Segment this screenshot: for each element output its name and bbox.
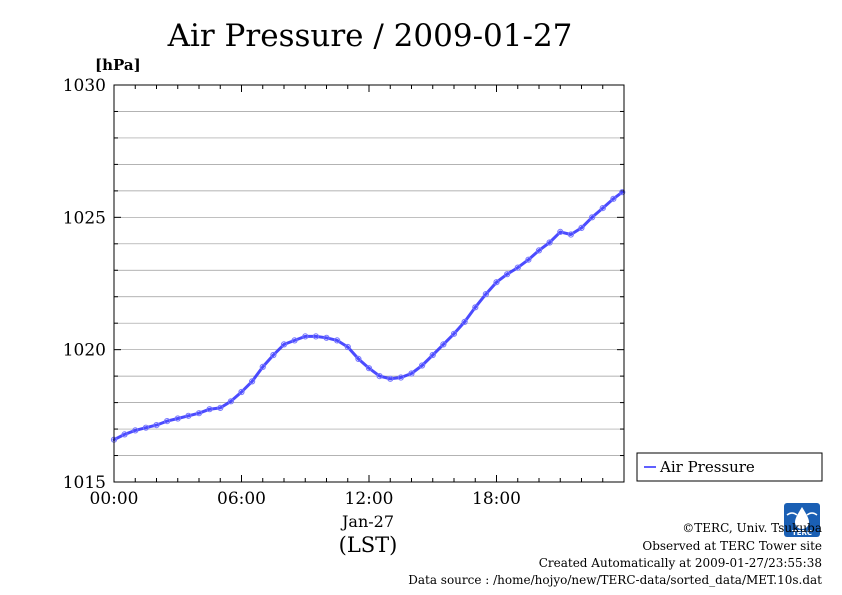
- data-point: [440, 341, 447, 348]
- data-point: [376, 373, 383, 380]
- data-point: [610, 195, 617, 202]
- data-point: [142, 424, 149, 431]
- data-point: [132, 427, 139, 434]
- chart-title: Air Pressure / 2009-01-27: [167, 18, 573, 54]
- data-point: [153, 422, 160, 429]
- data-point: [408, 370, 415, 377]
- data-point: [344, 343, 351, 351]
- data-point: [429, 351, 436, 359]
- data-point: [450, 330, 458, 337]
- x-tick-label: 18:00: [472, 489, 521, 509]
- data-point: [525, 256, 532, 263]
- data-point: [164, 418, 171, 425]
- legend: Air Pressure: [636, 452, 823, 482]
- data-point: [472, 304, 479, 311]
- plot-frame: [113, 84, 625, 483]
- series-layer: [110, 189, 626, 443]
- data-point: [280, 341, 288, 348]
- data-point: [291, 337, 298, 344]
- data-point: [195, 410, 203, 417]
- footer-source: Data source : /home/hojyo/new/TERC-data/…: [408, 573, 822, 587]
- data-point: [174, 415, 181, 422]
- data-point: [397, 374, 404, 381]
- data-point: [482, 291, 489, 298]
- data-point: [259, 363, 266, 370]
- y-axis-ticks: 1015 1020 1025 1030: [63, 76, 624, 493]
- data-point: [302, 333, 309, 340]
- data-point: [387, 375, 394, 382]
- data-point: [535, 247, 543, 254]
- data-point: [557, 228, 564, 235]
- logo-droplet-icon: [795, 507, 809, 529]
- data-point: [185, 412, 192, 419]
- data-point: [121, 431, 128, 438]
- y-tick-label: 1030: [63, 76, 106, 96]
- y-axis-unit-label: [hPa]: [95, 56, 141, 74]
- data-point: [206, 406, 213, 413]
- x-tick-label: 00:00: [90, 489, 139, 509]
- data-point: [217, 404, 224, 411]
- data-point: [334, 337, 341, 344]
- x-date-label: Jan-27: [340, 512, 394, 531]
- series-line: [112, 190, 624, 442]
- logo-text: TERC: [792, 529, 812, 537]
- grid-lines: [114, 111, 624, 456]
- x-tick-label: 12:00: [345, 489, 394, 509]
- data-point: [323, 334, 330, 341]
- x-axis-ticks: 00:00 06:00 12:00 18:00: [90, 85, 625, 509]
- footer-observed: Observed at TERC Tower site: [642, 539, 822, 553]
- data-point: [546, 239, 553, 246]
- legend-label: Air Pressure: [659, 458, 755, 476]
- data-point: [238, 388, 245, 396]
- x-axis-title: (LST): [339, 533, 398, 557]
- y-tick-label: 1025: [63, 208, 106, 228]
- data-point: [461, 318, 468, 325]
- terc-logo: TERC: [784, 503, 820, 537]
- data-point: [365, 365, 373, 372]
- data-point: [619, 189, 626, 196]
- data-point: [227, 398, 234, 405]
- data-point: [589, 214, 596, 221]
- data-point: [493, 279, 500, 286]
- data-point: [514, 264, 521, 271]
- legend-box: [636, 452, 823, 482]
- data-point: [578, 224, 585, 231]
- y-tick-label: 1020: [63, 341, 106, 361]
- data-point: [312, 333, 319, 340]
- logo-wave-icon: [786, 512, 818, 516]
- x-tick-label: 06:00: [217, 489, 266, 509]
- data-point: [355, 355, 362, 362]
- data-point: [419, 362, 426, 369]
- data-point: [567, 231, 575, 238]
- data-point: [270, 351, 277, 359]
- footer-created: Created Automatically at 2009-01-27/23:5…: [539, 556, 822, 570]
- y-tick-label: 1015: [63, 473, 106, 493]
- footer-copyright: ©TERC, Univ. Tsukuba: [682, 521, 822, 535]
- data-point: [249, 378, 256, 385]
- data-point: [599, 205, 606, 212]
- data-point: [504, 271, 511, 278]
